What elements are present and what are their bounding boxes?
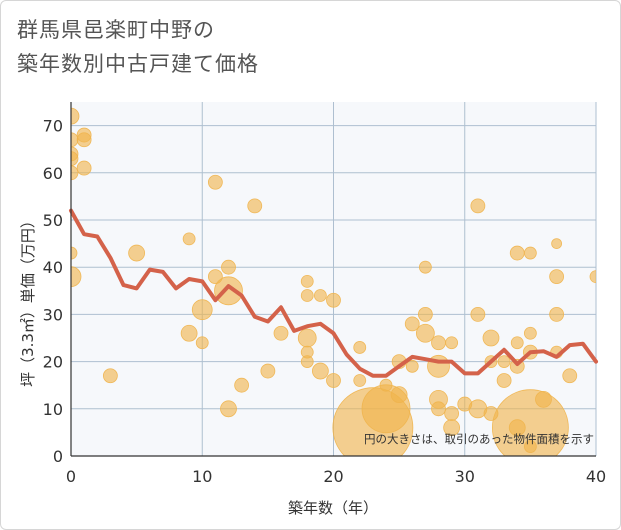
data-bubble <box>311 362 329 380</box>
y-axis-label: 坪（3.3㎡）単価（万円） <box>19 213 37 387</box>
data-bubble <box>497 355 511 369</box>
data-bubble <box>405 359 419 373</box>
data-bubble <box>353 341 367 354</box>
chart-title: 群馬県邑楽町中野の 築年数別中古戸建て価格 <box>17 13 259 81</box>
data-bubble <box>404 316 420 332</box>
data-bubble <box>509 245 525 261</box>
data-bubble <box>326 373 341 388</box>
data-bubble <box>535 390 552 408</box>
data-bubble <box>353 374 367 387</box>
y-tick-label: 40 <box>43 258 63 277</box>
data-bubble <box>247 198 263 214</box>
data-bubble <box>549 306 565 322</box>
data-bubble <box>551 238 563 250</box>
x-axis-label: 築年数（年） <box>288 499 378 517</box>
y-tick-label: 50 <box>43 211 63 230</box>
y-tick-label: 20 <box>43 353 63 372</box>
data-bubble <box>589 270 596 284</box>
data-bubble <box>297 328 317 348</box>
data-bubble <box>76 132 92 148</box>
y-tick-label: 60 <box>43 164 63 183</box>
data-bubble <box>207 269 223 285</box>
data-bubble <box>417 306 433 322</box>
trend-line <box>69 208 598 378</box>
data-bubble <box>445 336 459 350</box>
data-bubble <box>431 401 446 417</box>
data-bubble <box>102 368 118 384</box>
data-bubble <box>496 373 512 388</box>
chart-title-line-1: 群馬県邑楽町中野の <box>17 18 215 42</box>
y-tick-label: 70 <box>43 117 63 136</box>
data-bubble <box>415 323 435 343</box>
data-bubble <box>71 151 79 167</box>
data-bubble <box>549 269 565 285</box>
data-bubble <box>300 289 314 302</box>
data-bubble <box>444 406 460 421</box>
data-bubble <box>76 160 92 176</box>
x-tick-label: 40 <box>586 467 606 486</box>
data-bubble <box>523 326 537 340</box>
data-bubble <box>418 260 432 274</box>
data-bubble <box>491 389 569 456</box>
data-bubble <box>71 246 78 260</box>
data-bubble <box>191 299 213 321</box>
chart-title-line-2: 築年数別中古戸建て価格 <box>17 52 259 76</box>
data-bubble <box>273 325 289 341</box>
data-bubble <box>71 107 80 125</box>
data-bubble <box>221 259 236 275</box>
data-bubble <box>207 174 223 190</box>
data-bubble <box>220 400 237 418</box>
data-bubble <box>300 274 314 288</box>
data-bubble <box>326 292 341 308</box>
data-bubble <box>483 406 499 421</box>
bubble-size-note: 円の大きさは、取引のあった物件面積を示す <box>364 432 594 446</box>
x-tick-label: 0 <box>66 467 76 486</box>
data-bubble <box>214 276 243 306</box>
data-bubble <box>182 232 196 246</box>
data-bubble <box>313 289 327 302</box>
data-bubble <box>482 329 500 347</box>
data-bubble <box>379 378 393 392</box>
data-bubble <box>470 198 486 214</box>
data-bubble <box>71 266 82 288</box>
data-bubble <box>180 324 198 342</box>
data-bubble <box>195 336 209 350</box>
data-bubble <box>260 363 276 379</box>
data-bubble <box>510 336 524 350</box>
data-bubble <box>562 368 578 384</box>
data-bubble <box>390 386 408 404</box>
x-tick-label: 20 <box>323 467 343 486</box>
data-bubble <box>470 306 486 322</box>
data-bubble <box>128 244 146 262</box>
y-tick-label: 0 <box>53 447 63 466</box>
axes: 0 10 20 30 40 50 60 70 0 10 20 30 40 <box>43 102 606 486</box>
data-bubble <box>457 396 473 412</box>
bubble-layer <box>71 107 596 456</box>
data-bubble <box>508 419 526 437</box>
data-bubble <box>71 165 79 181</box>
data-bubble <box>431 335 446 351</box>
data-bubble <box>523 246 537 260</box>
data-bubble <box>523 440 537 453</box>
data-bubble <box>300 355 314 369</box>
y-tick-label: 10 <box>43 400 63 419</box>
y-tick-label: 30 <box>43 305 63 324</box>
x-tick-label: 10 <box>192 467 212 486</box>
x-tick-label: 30 <box>455 467 475 486</box>
data-bubble <box>234 377 250 393</box>
